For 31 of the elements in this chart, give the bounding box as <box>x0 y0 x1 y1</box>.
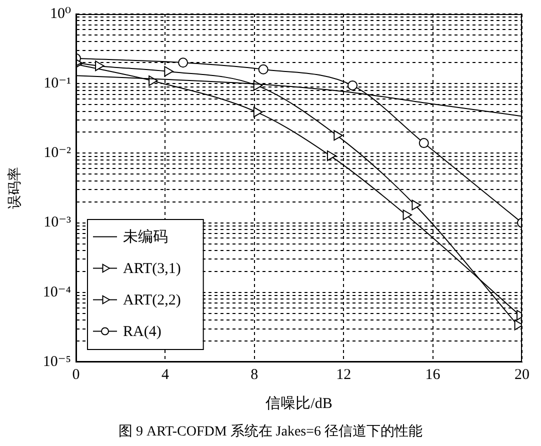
y-tick-label: 10⁰ <box>50 6 71 22</box>
point <box>326 150 336 161</box>
point <box>253 106 263 118</box>
caption: 图 9 ART-COFDM 系统在 Jakes=6 径信道下的性能 <box>118 424 423 440</box>
point <box>348 80 358 90</box>
y-tick-label: 10⁻² <box>44 145 72 162</box>
x-axis-title: 信噪比/dB <box>266 394 332 412</box>
point <box>258 64 268 74</box>
x-tick-label: 16 <box>425 366 441 383</box>
point <box>402 210 412 220</box>
point <box>178 58 188 68</box>
x-tick-label: 20 <box>514 366 530 383</box>
y-tick-label: 10⁻³ <box>44 214 72 231</box>
point <box>164 66 174 77</box>
legend-label: 未编码 <box>123 228 168 246</box>
y-axis-title: 误码率 <box>7 167 24 209</box>
point <box>514 320 522 330</box>
x-tick-label: 12 <box>336 366 352 383</box>
y-tick-label: 10⁻¹ <box>44 76 71 92</box>
point <box>412 200 421 210</box>
x-tick-label: 4 <box>161 366 170 383</box>
y-tick-label: 10⁻⁵ <box>42 354 71 370</box>
legend-label: RA(4) <box>123 324 162 340</box>
y-tick-label: 10⁻⁴ <box>42 284 71 300</box>
x-tick-label: 8 <box>250 366 258 383</box>
point <box>418 138 429 148</box>
point <box>334 130 343 141</box>
legend-label: ART(2,2) <box>123 292 181 309</box>
point <box>95 60 104 72</box>
legend-label: ART(3,1) <box>123 261 181 278</box>
x-tick-label: 0 <box>72 366 80 383</box>
